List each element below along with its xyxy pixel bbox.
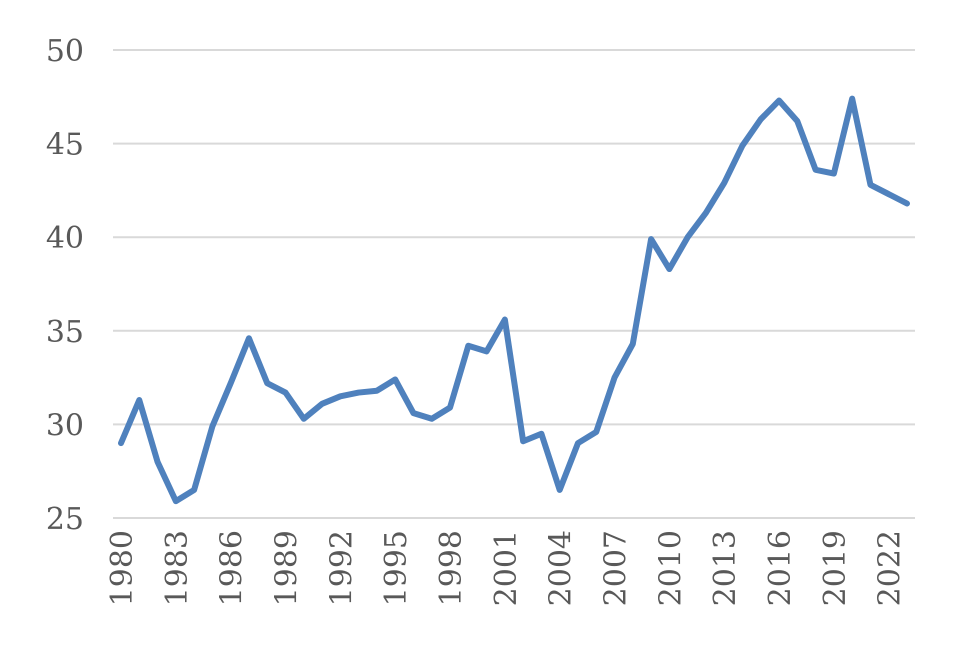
y-tick-label: 30 xyxy=(46,408,84,443)
y-tick-label: 35 xyxy=(46,315,84,350)
x-tick-label: 2001 xyxy=(489,530,524,606)
x-tick-label: 2022 xyxy=(873,530,908,606)
x-tick-label: 1980 xyxy=(105,530,140,606)
x-tick-label: 1995 xyxy=(379,530,414,606)
data-line xyxy=(118,95,910,505)
y-tick-label: 50 xyxy=(46,34,84,69)
y-tick-label: 40 xyxy=(46,221,84,256)
x-tick-label: 2004 xyxy=(544,530,579,606)
x-tick-label: 1983 xyxy=(160,530,195,606)
x-tick-label: 1992 xyxy=(324,530,359,606)
x-tick-label: 2007 xyxy=(599,530,634,606)
x-tick-label: 2019 xyxy=(818,530,853,606)
x-tick-label: 2013 xyxy=(708,530,743,606)
x-tick-label: 2010 xyxy=(653,530,688,606)
x-tick-label: 2016 xyxy=(763,530,798,606)
x-tick-label: 1989 xyxy=(270,530,305,606)
x-tick-label: 1986 xyxy=(215,530,250,606)
x-tick-label: 1998 xyxy=(434,530,469,606)
y-tick-label: 25 xyxy=(46,502,84,537)
y-tick-label: 45 xyxy=(46,128,84,163)
